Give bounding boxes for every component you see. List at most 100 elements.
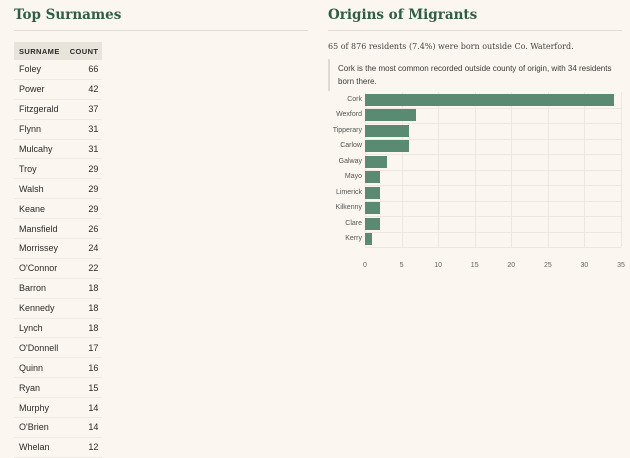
table-row: O'Donnell 17: [14, 337, 103, 359]
table-row: Walsh 29: [14, 178, 103, 200]
surname-cell: Flynn: [14, 119, 65, 140]
bar: [365, 109, 417, 122]
category-label: Limerick: [335, 188, 362, 196]
surname-cell: O'Donnell: [14, 337, 65, 359]
count-cell: 42: [64, 79, 103, 100]
category-label: Clare: [345, 219, 362, 227]
table-row: Power 42: [14, 79, 103, 100]
surname-cell: Whelan: [14, 437, 65, 458]
bar: [365, 124, 409, 137]
table-header-row: SURNAME COUNT: [14, 42, 103, 60]
count-cell: 12: [64, 437, 103, 458]
bar: [365, 155, 387, 168]
origins-panel: Origins of Migrants 65 of 876 residents …: [328, 0, 625, 269]
table-row: Foley 66: [14, 60, 103, 80]
count-cell: 24: [64, 238, 103, 259]
x-axis-tick: 10: [434, 262, 443, 269]
count-cell: 29: [64, 198, 103, 220]
table-row: Lynch 18: [14, 318, 103, 339]
count-cell: 14: [64, 417, 103, 438]
table-row: Kennedy 18: [14, 298, 103, 319]
table-row: Whelan 12: [14, 437, 103, 458]
count-cell: 31: [64, 119, 103, 140]
surname-cell: Keane: [14, 198, 65, 220]
category-label: Tipperary: [332, 126, 362, 134]
count-cell: 29: [64, 178, 103, 200]
table-row: O'Connor 22: [14, 258, 103, 279]
table-row: Morrissey 24: [14, 238, 103, 259]
table-row: Mansfield 26: [14, 218, 103, 240]
count-column-header: COUNT: [64, 42, 103, 60]
bar: [365, 217, 380, 230]
count-cell: 66: [64, 60, 103, 80]
count-cell: 14: [64, 397, 103, 419]
surname-cell: Ryan: [14, 377, 65, 399]
count-cell: 26: [64, 218, 103, 240]
category-label: Kilkenny: [335, 204, 362, 212]
table-row: Quinn 16: [14, 357, 103, 379]
count-cell: 15: [64, 377, 103, 399]
x-axis-tick: 0: [363, 262, 367, 269]
surname-cell: Troy: [14, 158, 65, 180]
table-row: Murphy 14: [14, 397, 103, 419]
category-label: Mayo: [344, 173, 362, 181]
surname-column-header: SURNAME: [14, 42, 65, 60]
surname-cell: Power: [14, 79, 65, 100]
count-cell: 37: [64, 99, 103, 120]
gridline: [621, 92, 622, 247]
title-divider: [328, 30, 622, 31]
migrant-summary: 65 of 876 residents (7.4%) were born out…: [328, 42, 574, 51]
surnames-table: SURNAME COUNT Foley 66 Power 42 Fitzgerald 37…: [14, 42, 103, 458]
surname-cell: Barron: [14, 278, 65, 299]
count-cell: 22: [64, 258, 103, 279]
surname-cell: Quinn: [14, 357, 65, 379]
bar: [365, 202, 380, 215]
surname-cell: Mansfield: [14, 218, 65, 240]
surname-cell: Fitzgerald: [14, 99, 65, 120]
bar: [365, 233, 373, 246]
gridline: [365, 154, 621, 155]
table-row: Keane 29: [14, 198, 103, 220]
gridline: [365, 200, 621, 202]
chart-plot-area: [365, 92, 622, 248]
x-axis-tick: 5: [399, 262, 404, 269]
top-surnames-panel: Top Surnames SURNAME COUNT Foley 66 Power 4…: [14, 0, 308, 458]
bar: [365, 93, 614, 106]
bar: [365, 171, 380, 184]
surname-cell: Walsh: [14, 178, 65, 200]
x-axis-tick: 20: [507, 262, 516, 269]
category-label: Galway: [338, 157, 362, 165]
category-label: Carlow: [340, 142, 362, 150]
surname-cell: O'Brien: [14, 417, 65, 438]
callout-note: Cork is the most common recorded outside…: [328, 59, 620, 91]
gridline: [365, 123, 621, 124]
x-axis-tick: 15: [470, 262, 479, 269]
count-cell: 31: [64, 139, 103, 160]
x-axis-tick: 25: [543, 262, 552, 269]
origins-bar-chart: 0 5 10 15 20 25 30 35 Cork Wexford Tipperary Carlow…: [328, 88, 628, 278]
surname-cell: Kennedy: [14, 298, 65, 319]
table-row: Troy 29: [14, 158, 103, 180]
gridline: [365, 169, 621, 171]
title-divider: [14, 30, 308, 31]
table-row: Fitzgerald 37: [14, 99, 103, 120]
bar: [365, 186, 380, 199]
surname-cell: Morrissey: [14, 238, 65, 259]
surname-cell: Mulcahy: [14, 139, 65, 160]
gridline: [365, 247, 621, 248]
surname-cell: O'Connor: [14, 258, 65, 279]
gridline: [365, 107, 621, 109]
gridline: [365, 216, 621, 217]
bar: [365, 140, 409, 153]
count-cell: 18: [64, 278, 103, 299]
category-label: Wexford: [336, 111, 362, 119]
surname-cell: Lynch: [14, 318, 65, 339]
table-row: O'Brien 14: [14, 417, 103, 438]
count-cell: 16: [64, 357, 103, 379]
count-cell: 18: [64, 318, 103, 339]
gridline: [365, 231, 621, 233]
table-row: Mulcahy 31: [14, 139, 103, 160]
count-cell: 29: [64, 158, 103, 180]
x-axis-tick: 30: [580, 262, 589, 269]
origins-title: Origins of Migrants: [328, 7, 478, 23]
